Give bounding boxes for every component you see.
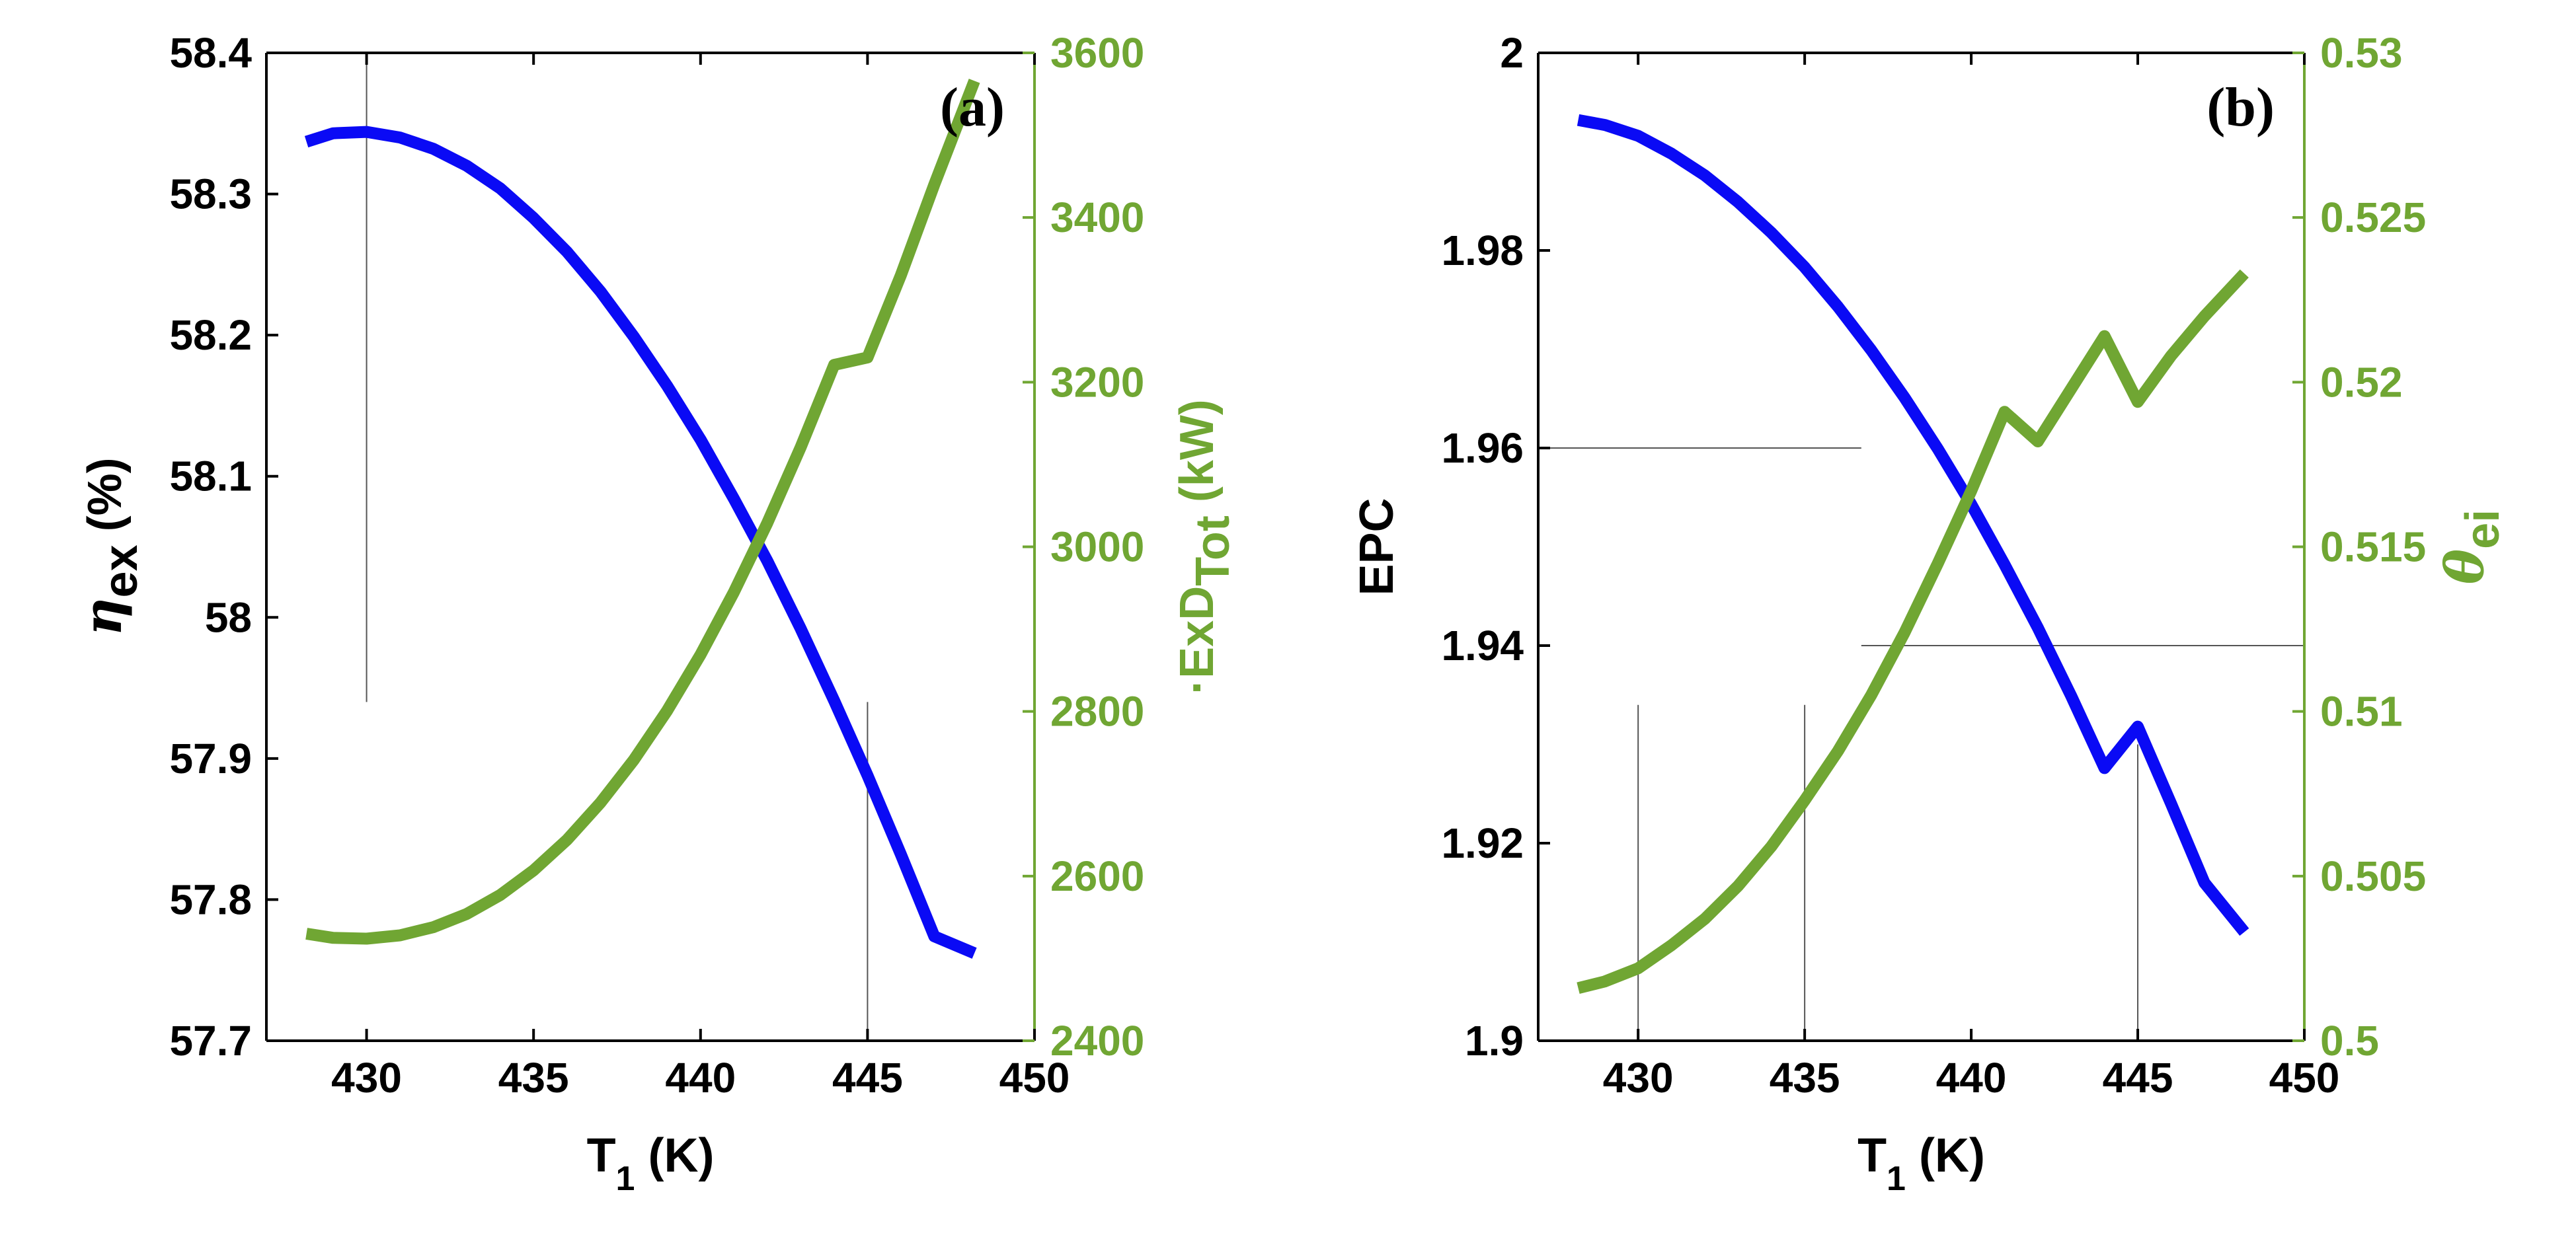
y-right-tick-label: 0.51 <box>2320 688 2403 735</box>
x-tick-label: 445 <box>2103 1054 2173 1102</box>
y-right-tick-label: 2400 <box>1050 1017 1144 1065</box>
y-right-tick-label: 2800 <box>1050 688 1144 735</box>
x-tick-label: 450 <box>2269 1054 2340 1102</box>
y-right-tick-label: 3200 <box>1050 358 1144 406</box>
y-left-tick-label: 2 <box>1500 29 1524 77</box>
x-axis-label: T1 (K) <box>587 1129 715 1198</box>
y-left-tick-label: 57.9 <box>169 735 252 782</box>
y-right-tick-label: 0.5 <box>2320 1017 2379 1065</box>
panel-label: (a) <box>940 77 1005 138</box>
series-line-b-0 <box>1577 114 2249 936</box>
x-tick-label: 430 <box>1603 1054 1674 1102</box>
x-tick-label: 450 <box>999 1054 1070 1102</box>
y-left-tick-label: 1.9 <box>1465 1017 1524 1065</box>
series-line-a-1 <box>305 79 980 945</box>
x-tick-label: 440 <box>665 1054 736 1102</box>
y-right-tick-label: 0.53 <box>2320 29 2403 77</box>
y-right-tick-label: 3000 <box>1050 523 1144 571</box>
y-left-tick-label: 1.94 <box>1441 622 1524 669</box>
y-right-tick-label: 3600 <box>1050 29 1144 77</box>
y-left-tick-label: 58.2 <box>169 311 252 359</box>
y-left-tick-label: 58.4 <box>169 29 252 77</box>
y-left-tick-label: 57.8 <box>169 876 252 923</box>
y-right-tick-label: 0.505 <box>2320 852 2426 900</box>
chart-b: 430 435 440 445 450 1.9 1.92 1.94 1.96 1.98 2 0.5 0.… <box>1350 29 2509 1198</box>
y-left-axis-label: EPC <box>1350 498 1403 595</box>
x-tick-label: 435 <box>1770 1054 1840 1102</box>
y-left-tick-label: 1.98 <box>1441 227 1524 274</box>
y-right-tick-label: 0.52 <box>2320 358 2403 406</box>
x-tick-label: 430 <box>331 1054 402 1102</box>
panel-label: (b) <box>2206 77 2275 138</box>
y-right-tick-label: 0.515 <box>2320 523 2426 571</box>
y-left-tick-label: 58.1 <box>169 453 252 500</box>
y-right-axis-label: θei <box>2433 509 2509 584</box>
y-left-tick-label: 58.3 <box>169 170 252 218</box>
x-tick-label: 440 <box>1936 1054 2007 1102</box>
x-tick-label: 445 <box>832 1054 903 1102</box>
y-right-tick-label: 0.525 <box>2320 194 2426 241</box>
x-tick-label: 435 <box>498 1054 569 1102</box>
y-left-tick-label: 58 <box>205 593 252 641</box>
series-line-a-0 <box>304 126 977 959</box>
y-left-tick-label: 1.96 <box>1441 424 1524 472</box>
y-right-tick-label: 2600 <box>1050 852 1144 900</box>
y-left-tick-label: 57.7 <box>169 1017 252 1065</box>
y-left-tick-label: 1.92 <box>1441 819 1524 867</box>
y-right-axis-label: ·ExDTot (kW) <box>1171 399 1239 694</box>
y-right-tick-label: 3400 <box>1050 194 1144 241</box>
y-left-axis-label: ηex (%) <box>71 457 147 636</box>
x-axis-label: T1 (K) <box>1857 1129 1985 1198</box>
chart-a: 430 435 440 445 450 57.7 57.8 57.9 58 58.1 58.2 58.… <box>71 29 1239 1198</box>
series-line-b-1 <box>1577 269 2249 994</box>
